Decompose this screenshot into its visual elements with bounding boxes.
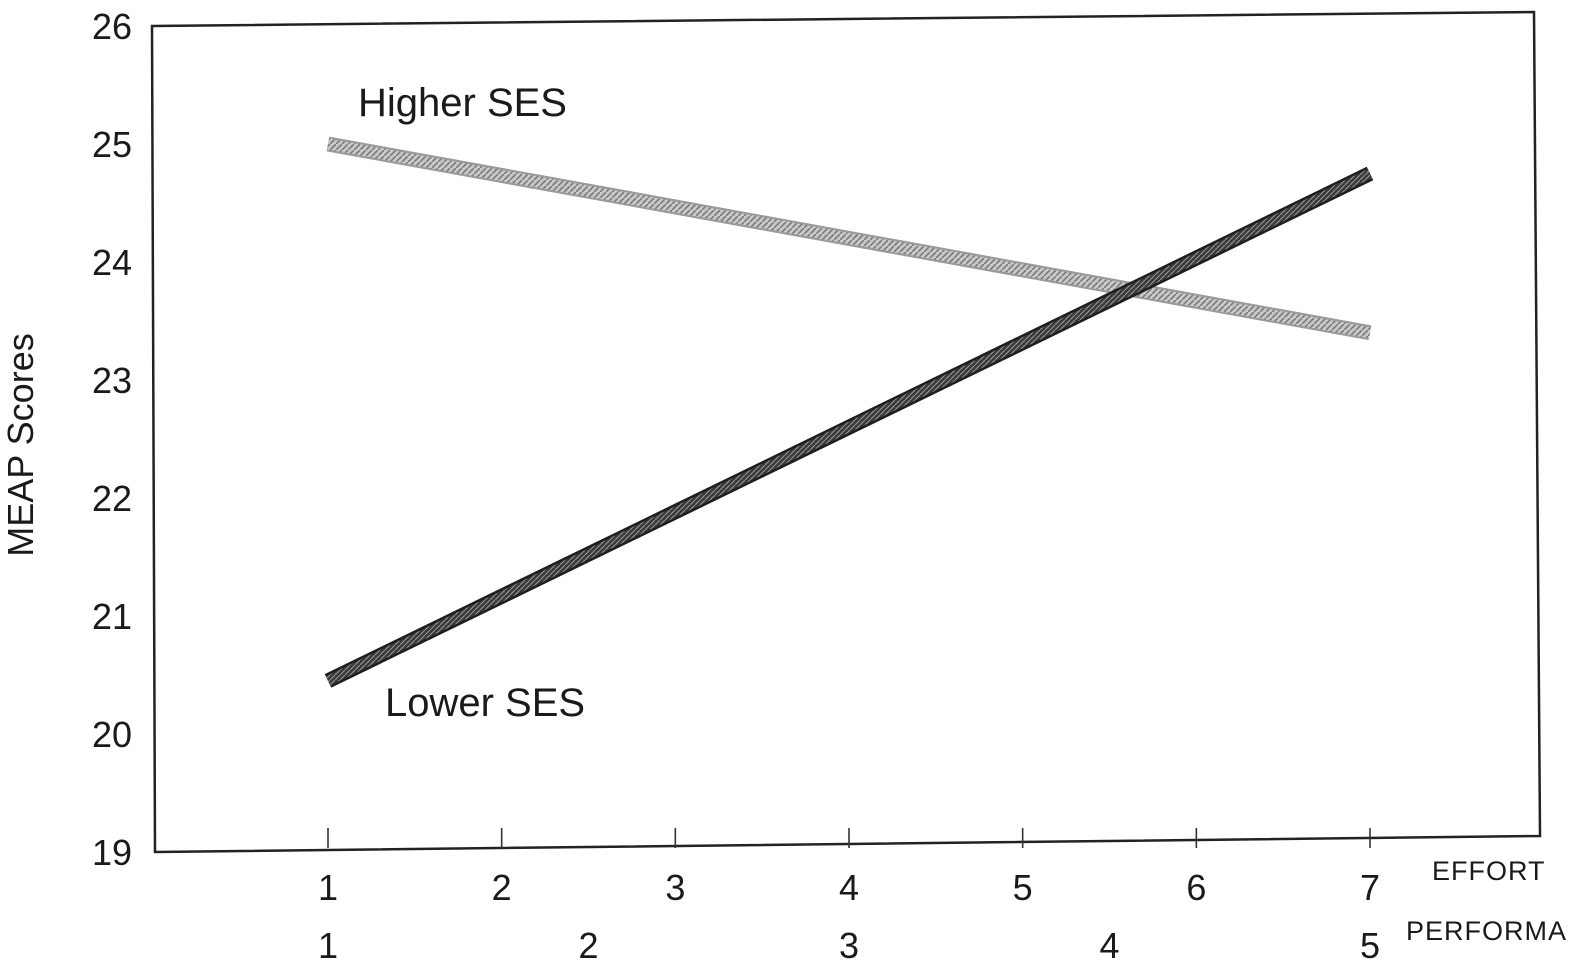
effort-tick-label: 7 [1360,867,1380,908]
effort-axis-title: EFFORT [1432,856,1546,886]
series-line-lower-ses [325,169,1373,686]
y-tick-label: 26 [92,6,132,47]
performance-axis-title: PERFORMA [1406,916,1567,946]
series-line-higher-ses [327,138,1371,339]
performance-tick-label: 4 [1099,925,1119,966]
y-tick-label: 24 [92,242,132,283]
performance-tick-label: 2 [578,925,598,966]
effort-tick-label: 6 [1186,867,1206,908]
y-tick-label: 22 [92,478,132,519]
x-axis: 1 2 3 4 5 6 7 EFFORT 1 2 3 4 5 PERFORMA [318,828,1567,966]
effort-tick-label: 1 [318,867,338,908]
y-axis: 19 20 21 22 23 24 25 26 [92,6,132,873]
y-tick-label: 25 [92,124,132,165]
effort-tick-label: 4 [839,867,859,908]
performance-tick-label: 5 [1360,925,1380,966]
series-label-lower-ses: Lower SES [385,681,585,725]
y-tick-label: 21 [92,596,132,637]
performance-tick-label: 1 [318,925,338,966]
effort-tick-label: 3 [665,867,685,908]
y-axis-label: MEAP Scores [0,333,41,556]
effort-tick-label: 5 [1013,867,1033,908]
y-tick-label: 23 [92,360,132,401]
y-tick-label: 20 [92,714,132,755]
plot-frame [150,10,1542,854]
y-tick-label: 19 [92,832,132,873]
effort-tick-label: 2 [492,867,512,908]
performance-tick-label: 3 [839,925,859,966]
series-layer [324,136,1374,688]
series-label-higher-ses: Higher SES [358,81,567,125]
